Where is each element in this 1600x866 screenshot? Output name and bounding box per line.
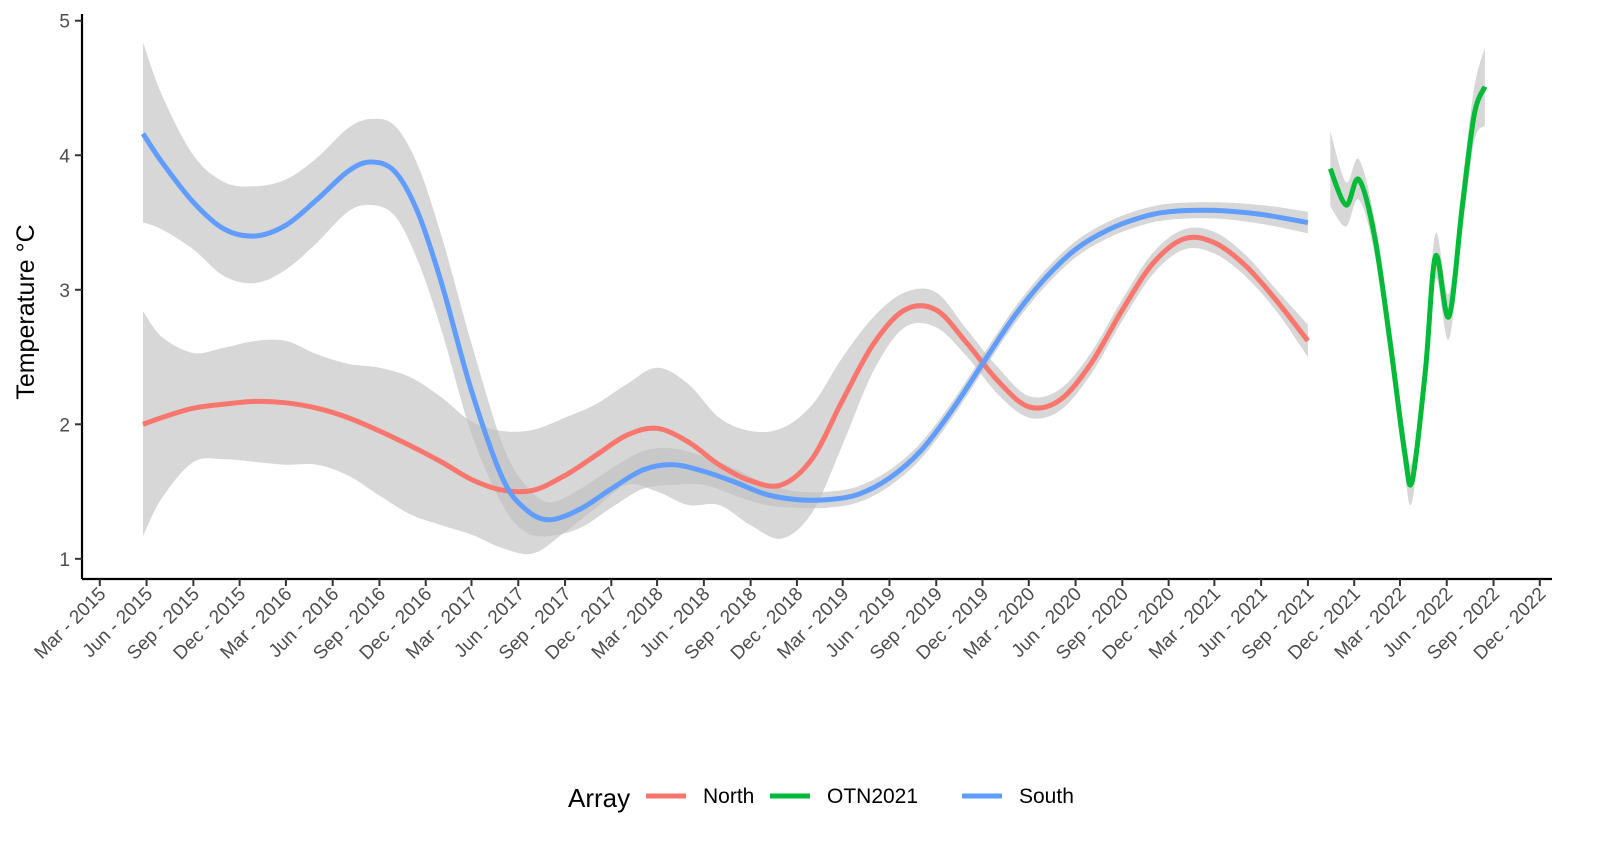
y-tick-label: 4 — [59, 146, 70, 167]
y-tick-label: 1 — [59, 550, 70, 571]
confidence-ribbons — [143, 42, 1485, 555]
legend-item-north: North — [646, 785, 754, 808]
legend-label: North — [703, 785, 754, 808]
y-axis-title: Temperature °C — [12, 224, 40, 399]
ribbon-otn2021 — [1330, 47, 1485, 506]
legend-label: OTN2021 — [827, 785, 918, 808]
series-line-south — [140, 132, 1309, 523]
y-axis-ticks: 1 2 3 4 5 — [59, 12, 82, 571]
legend: Array North OTN2021 South — [568, 783, 1074, 813]
legend-title: Array — [568, 783, 630, 813]
ribbon-north — [143, 227, 1308, 555]
y-tick-label: 2 — [59, 415, 70, 436]
series-line-north — [142, 234, 1310, 495]
y-tick-label: 5 — [59, 12, 70, 33]
legend-items: North OTN2021 South — [646, 785, 1074, 808]
y-tick-label: 3 — [59, 281, 70, 302]
legend-item-otn2021: OTN2021 — [770, 785, 918, 808]
series-line-otn2021 — [1327, 85, 1488, 488]
legend-item-south: South — [962, 785, 1074, 808]
legend-label: South — [1019, 785, 1074, 808]
series-lines — [140, 85, 1488, 523]
